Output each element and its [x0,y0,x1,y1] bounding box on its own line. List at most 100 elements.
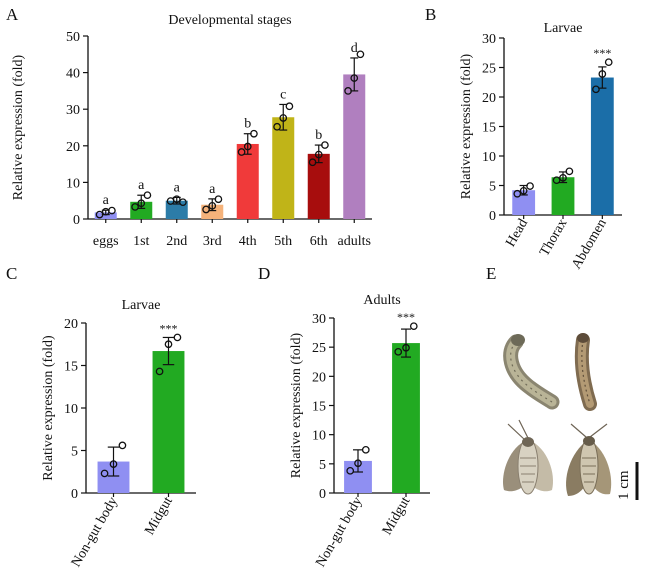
data-point [598,70,607,78]
significance-letter: b [315,128,322,143]
y-tick-label: 0 [489,209,496,224]
chart-title: Adults [363,293,400,308]
adult-moth-left-image [502,419,554,495]
y-axis-label: Relative expression (fold) [41,335,56,481]
significance-letter: c [280,87,286,102]
data-point [214,195,223,204]
panel-label-c: C [6,264,17,283]
data-point [356,50,365,59]
data-point [118,441,127,450]
x-tick-label: Non-gut body [313,495,365,570]
y-tick-label: 40 [66,67,80,82]
y-tick-label: 30 [312,312,326,327]
data-point [173,333,182,342]
data-point [321,141,329,149]
bar [94,212,117,219]
x-tick-label: 5th [274,234,292,249]
data-point [308,158,317,167]
panel-label-a: A [6,5,19,24]
panel-e-photos: 1 cm [502,333,639,500]
data-point [237,148,246,156]
bar [152,351,185,493]
bar [307,153,330,219]
chart-title: Larvae [122,298,161,313]
y-tick-label: 5 [319,458,326,473]
chart-c-larvae-gut: Larvae Relative expression (fold) 0 5 10 15 20… [41,298,196,570]
chart-title: Developmental stages [168,13,291,28]
data-point [202,205,210,214]
data-point [402,343,410,352]
y-tick-label: 10 [64,402,78,417]
larva-curled-image [503,334,560,410]
bar [272,117,295,219]
bar [590,77,614,215]
data-point [559,173,567,182]
x-tick-label: Midgut [380,494,414,537]
y-tick-label: 30 [482,32,496,47]
significance-letter: a [138,178,145,193]
chart-title: Larvae [544,21,583,36]
data-point [394,347,403,356]
data-point [361,445,370,454]
significance-stars: *** [160,321,178,335]
significance-stars: *** [397,310,415,324]
data-point [346,466,355,475]
data-point [108,206,116,215]
x-tick-label: 1st [133,234,149,249]
y-tick-label: 20 [64,317,78,332]
data-point [604,58,613,67]
x-tick-label: 3rd [203,234,222,249]
x-tick-label: Non-gut body [69,495,121,570]
y-tick-label: 10 [482,150,496,165]
data-point [354,459,362,468]
larva-straight-image [574,333,597,411]
x-tick-label: adults [338,234,371,249]
x-tick-label: Abdomen [569,217,610,272]
x-tick-label: 6th [310,234,328,249]
significance-letter: b [244,117,251,132]
y-tick-label: 0 [73,213,80,228]
data-point [243,142,252,151]
y-tick-label: 5 [71,445,78,460]
data-point [172,195,181,204]
chart-d-adults-gut: Adults Relative expression (fold) 0 5 10 15 20… [289,293,430,570]
significance-letter: a [209,182,216,197]
data-point [526,182,534,190]
significance-letter: d [351,41,358,56]
x-tick-label: Head [503,217,531,250]
y-tick-label: 0 [319,487,326,502]
chart-b-larvae-segments: Larvae Relative expression (fold) 0 5 10 15 20… [459,21,622,272]
y-tick-label: 15 [482,121,496,136]
y-tick-label: 15 [64,360,78,375]
bar [392,343,420,493]
chart-a-developmental-stages: Developmental stages Relative expression … [11,13,372,249]
data-point [285,102,294,111]
y-tick-label: 25 [482,62,496,77]
data-point [137,199,146,208]
y-tick-label: 20 [66,140,80,155]
y-tick-label: 5 [489,180,496,195]
panel-label-b: B [425,5,436,24]
data-point [95,210,104,219]
data-point [565,167,574,176]
adult-moth-right-image [566,423,612,496]
y-tick-label: 15 [312,400,326,415]
bar [551,177,575,215]
bar [343,74,366,220]
significance-letter: a [174,180,181,195]
y-tick-label: 20 [482,91,496,106]
y-axis-label: Relative expression (fold) [459,53,474,199]
significance-stars: *** [593,46,611,60]
bar [130,201,153,219]
y-tick-label: 25 [312,341,326,356]
x-tick-label: eggs [93,234,119,249]
y-tick-label: 50 [66,30,80,45]
y-axis-label: Relative expression (fold) [11,54,26,200]
data-point [131,203,139,211]
x-tick-label: 4th [239,234,257,249]
data-point [344,87,352,95]
y-tick-label: 20 [312,370,326,385]
y-tick-label: 10 [312,429,326,444]
scale-bar-label: 1 cm [616,470,632,500]
data-point [350,74,359,82]
